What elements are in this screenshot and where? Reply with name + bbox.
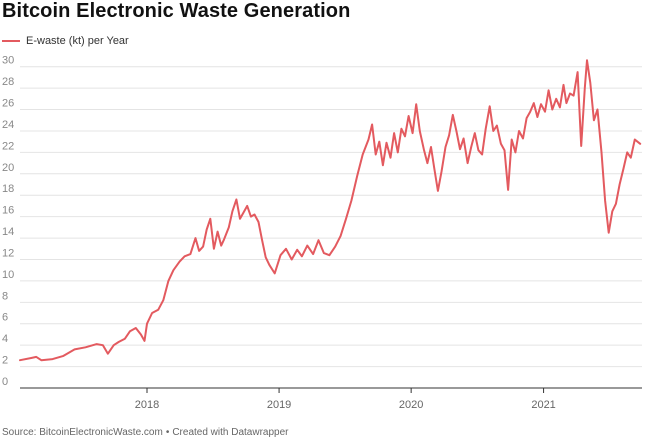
x-tick-label: 2020 (399, 399, 423, 411)
y-tick-label: 20 (2, 162, 14, 174)
legend: E-waste (kt) per Year (2, 33, 129, 49)
x-tick-label: 2018 (135, 399, 159, 411)
y-tick-label: 10 (2, 269, 14, 281)
legend-label: E-waste (kt) per Year (26, 35, 129, 47)
y-tick-label: 8 (2, 290, 8, 302)
y-tick-label: 18 (2, 183, 14, 195)
source-note: Source: BitcoinElectronicWaste.com • Creat… (2, 427, 289, 438)
y-tick-label: 22 (2, 140, 14, 152)
y-tick-label: 2 (2, 355, 8, 367)
y-tick-label: 6 (2, 312, 8, 324)
x-tick-label: 2021 (531, 399, 555, 411)
y-tick-label: 30 (2, 55, 14, 67)
y-tick-label: 0 (2, 376, 8, 388)
y-tick-label: 12 (2, 247, 14, 259)
y-tick-label: 24 (2, 119, 14, 131)
y-tick-label: 4 (2, 333, 8, 345)
source-separator: • (165, 427, 170, 438)
credit-text: Created with Datawrapper (172, 427, 289, 438)
x-tick-label: 2019 (267, 399, 291, 411)
y-tick-label: 26 (2, 98, 14, 110)
chart-title: Bitcoin Electronic Waste Generation (2, 0, 351, 22)
y-tick-label: 28 (2, 76, 14, 88)
legend-swatch (2, 40, 20, 42)
y-tick-label: 16 (2, 205, 14, 217)
y-tick-label: 14 (2, 226, 14, 238)
series-line (19, 59, 642, 362)
source-text: Source: BitcoinElectronicWaste.com (2, 427, 163, 438)
